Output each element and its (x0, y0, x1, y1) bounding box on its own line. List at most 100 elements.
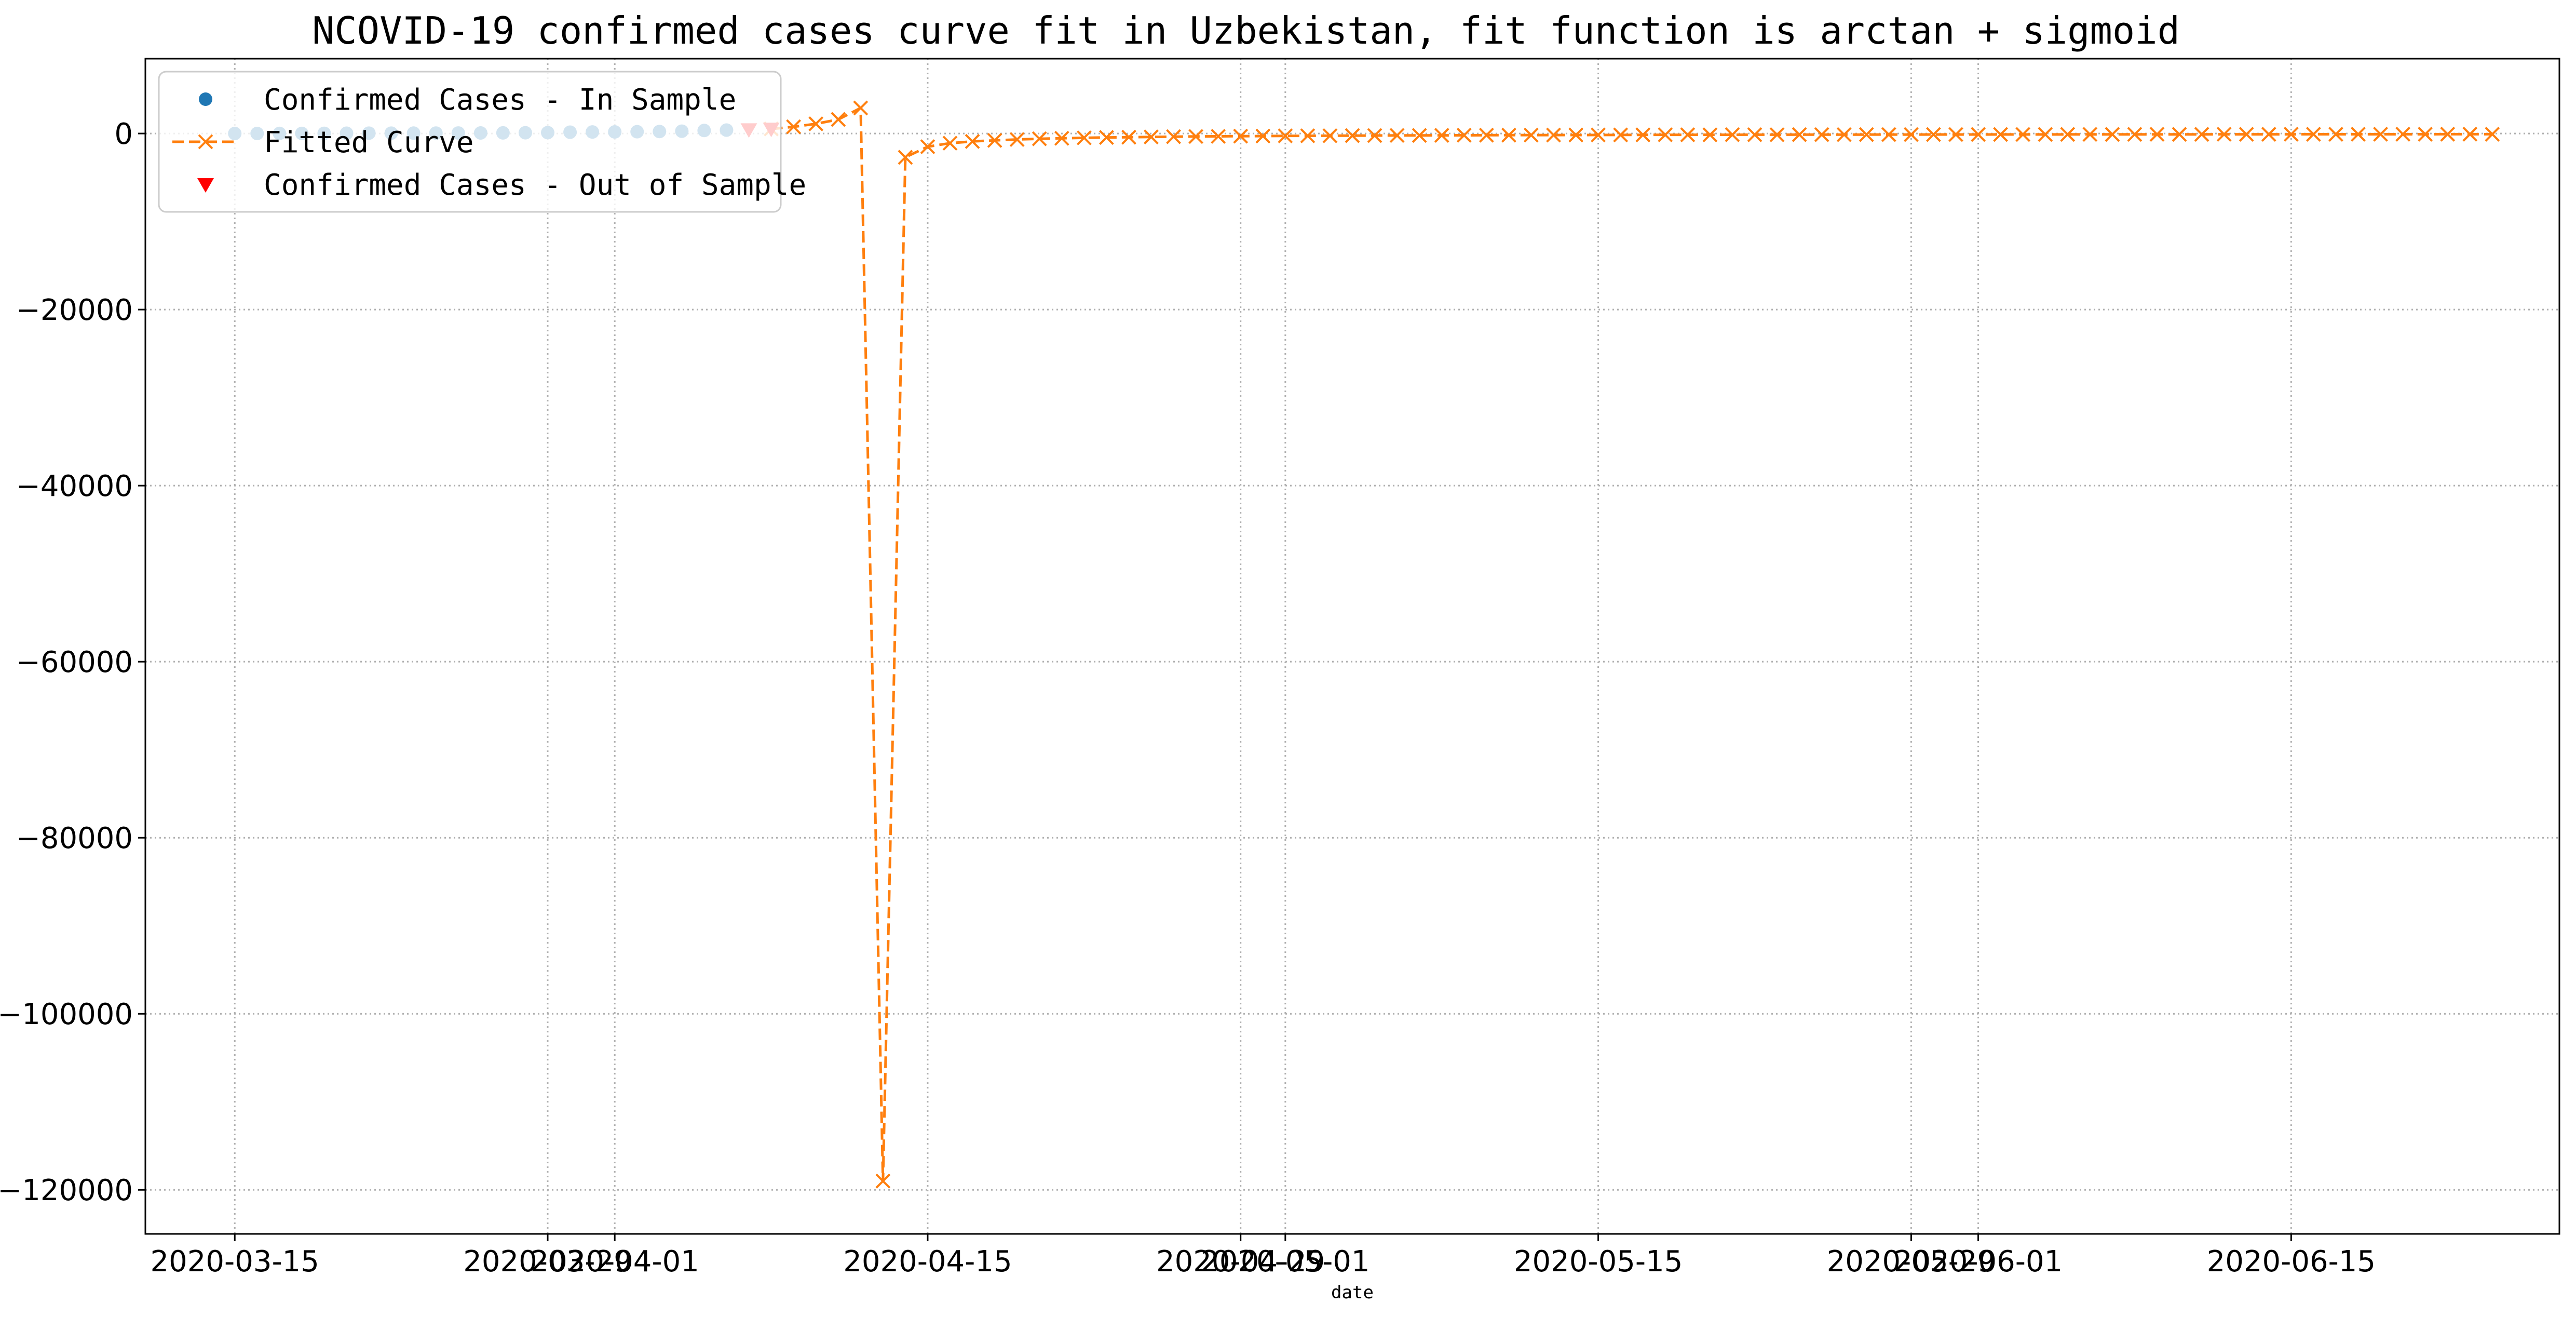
fitted-point (808, 116, 824, 131)
x-tick-label: 2020-03-29 (463, 1245, 632, 1279)
fitted-point (965, 133, 980, 149)
fitted-point (898, 150, 913, 165)
fitted-point (2328, 127, 2343, 142)
fitted-point (2418, 127, 2433, 142)
fitted-point (1836, 127, 1852, 142)
series-fitted-curve (764, 100, 2500, 1189)
fitted-point (1456, 128, 1472, 143)
fitted-point (1211, 129, 1226, 144)
fitted-point (1591, 127, 1606, 143)
fitted-point (1322, 128, 1338, 143)
fitted-point (1009, 132, 1025, 147)
fitted-point (1859, 127, 1874, 142)
fitted-point (987, 132, 1002, 148)
fitted-point (875, 1173, 891, 1189)
fitted-point (1524, 127, 1539, 143)
x-tick-label: 2020-05-01 (1201, 1245, 1370, 1279)
fitted-point (1076, 130, 1092, 145)
fitted-point (1613, 127, 1629, 143)
fitted-point (1278, 128, 1293, 144)
fitted-curve-line (771, 105, 2492, 1181)
fitted-point (2239, 127, 2254, 142)
legend-box (158, 71, 782, 213)
fitted-point (1300, 128, 1316, 143)
legend-item: Confirmed Cases - In Sample (199, 83, 736, 117)
legend-label: Confirmed Cases - Out of Sample (264, 168, 806, 202)
fitted-point (2395, 127, 2411, 142)
fitted-point (2038, 127, 2053, 142)
fitted-point (2440, 127, 2456, 142)
fitted-point (1725, 127, 1740, 142)
y-axis: 0 −20000 −40000 −60000 −80000 −100000 −120000 (0, 117, 145, 1207)
fitted-point (920, 139, 936, 154)
legend-item: Confirmed Cases - Out of Sample (197, 168, 806, 202)
fitted-point (1971, 127, 1986, 142)
y-tick-label: −40000 (16, 469, 133, 503)
x-axis-label: date (1331, 1282, 1374, 1303)
x-tick-label: 2020-05-29 (1827, 1245, 1996, 1279)
fitted-point (1412, 128, 1427, 143)
fitted-point (2485, 126, 2500, 142)
fitted-point (2373, 127, 2388, 142)
fitted-point (1814, 127, 1829, 142)
x-tick-label: 2020-04-15 (843, 1245, 1012, 1279)
y-tick-label: −120000 (0, 1174, 133, 1207)
x-tick-label: 2020-04-01 (530, 1245, 699, 1279)
fitted-point (1345, 128, 1360, 143)
fitted-point (1568, 127, 1583, 143)
fitted-point (2194, 127, 2209, 142)
fitted-point (1658, 127, 1673, 143)
legend-marker (199, 92, 212, 106)
legend-marker (197, 178, 214, 193)
fitted-point (1479, 127, 1494, 143)
fitted-point (786, 119, 802, 135)
fitted-point (1881, 127, 1896, 142)
x-tick-label: 2020-03-15 (150, 1245, 319, 1279)
fitted-point (1144, 129, 1159, 145)
fitted-point (2462, 127, 2478, 142)
fitted-point (1769, 127, 1785, 142)
fitted-point (853, 100, 869, 116)
fitted-point (2082, 127, 2098, 142)
fitted-point (2261, 127, 2276, 142)
fitted-point (2306, 127, 2321, 142)
fitted-point (1635, 127, 1651, 143)
series-layer (228, 100, 2500, 1189)
fitted-point (2351, 127, 2366, 142)
fitted-point (2127, 127, 2143, 142)
fitted-point (2105, 127, 2120, 142)
fitted-point (1255, 128, 1271, 144)
y-tick-label: −80000 (16, 822, 133, 855)
legend-label: Confirmed Cases - In Sample (264, 83, 736, 117)
fitted-point (942, 136, 958, 151)
fitted-point (1792, 127, 1807, 142)
fitted-point (1501, 127, 1516, 143)
fitted-point (1702, 127, 1718, 142)
fitted-point (1166, 129, 1181, 144)
fitted-point (1903, 127, 1919, 142)
x-tick-label: 2020-05-15 (1514, 1245, 1683, 1279)
fitted-point (1188, 129, 1204, 144)
fitted-point (1680, 127, 1696, 143)
fitted-point (1054, 130, 1069, 146)
x-tick-label: 2020-06-01 (1894, 1245, 2063, 1279)
fitted-point (1546, 127, 1561, 143)
legend-marker (198, 134, 213, 150)
fitted-point (1926, 127, 1941, 142)
legend-item: Fitted Curve (172, 126, 474, 159)
fitted-point (1389, 128, 1405, 143)
fitted-point (1099, 130, 1114, 145)
y-tick-label: −20000 (16, 293, 133, 327)
fitted-point (1233, 128, 1249, 144)
fitted-point (1747, 127, 1762, 142)
x-tick-label: 2020-04-29 (1156, 1245, 1325, 1279)
legend: Confirmed Cases - In Sample Fitted Curve C… (158, 71, 806, 213)
grid (145, 59, 2559, 1234)
y-tick-label: −60000 (16, 646, 133, 679)
fitted-point (1948, 127, 1963, 142)
fitted-point (2149, 127, 2165, 142)
fitted-point (1032, 131, 1047, 146)
chart-title: NCOVID-19 confirmed cases curve fit in U… (312, 9, 2180, 52)
fitted-point (1121, 129, 1136, 145)
